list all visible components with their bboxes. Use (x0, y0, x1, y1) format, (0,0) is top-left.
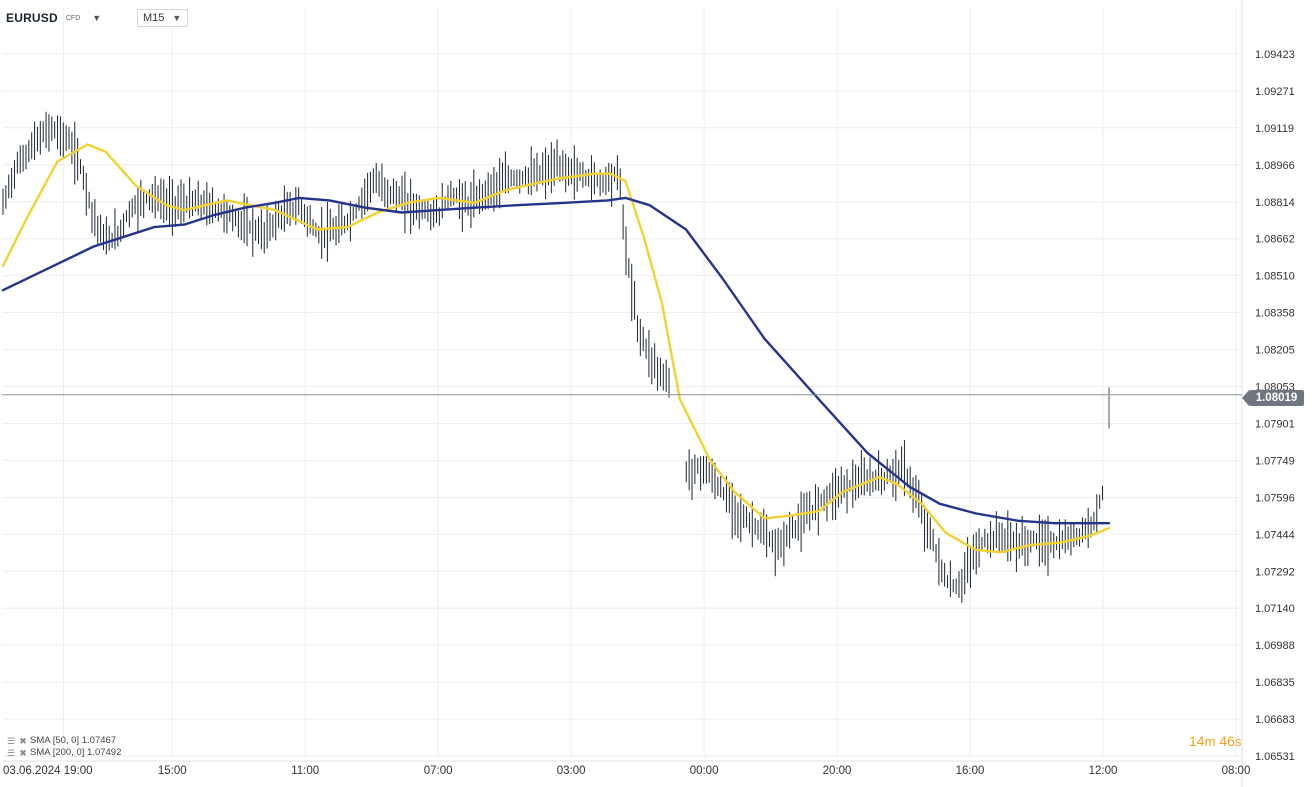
y-tick-label: 1.08510 (1255, 271, 1295, 283)
y-tick-label: 1.08205 (1255, 345, 1295, 357)
sma50-line (1, 143, 1111, 554)
y-tick-label: 1.06683 (1255, 714, 1295, 726)
y-tick-label: 1.08358 (1255, 308, 1295, 320)
time-axis[interactable]: 03.06.2024 19:00 15:00 11:00 07:00 03:00 00:0… (3, 765, 1250, 777)
symbol-name: EURUSD (6, 11, 58, 25)
x-tick-label: 00:00 (690, 765, 719, 777)
y-tick-label: 1.09271 (1255, 86, 1295, 98)
y-tick-label: 1.08662 (1255, 234, 1295, 246)
close-icon[interactable]: ✖ (19, 736, 27, 746)
timer-seconds: 46 (1219, 733, 1235, 749)
y-tick-label: 1.06531 (1255, 751, 1295, 763)
y-tick-label: 1.07749 (1255, 455, 1295, 467)
x-tick-label: 07:00 (424, 765, 453, 777)
sma200-line (1, 196, 1111, 525)
y-tick-label: 1.07901 (1255, 418, 1295, 430)
x-tick-label: 20:00 (823, 765, 852, 777)
grid-lines (3, 0, 1243, 787)
y-tick-label: 1.09423 (1255, 49, 1295, 61)
x-tick-label: 03.06.2024 19:00 (3, 765, 93, 777)
y-tick-label: 1.06988 (1255, 640, 1295, 652)
legend-item-sma50[interactable]: ☰ ✖ SMA [50, 0] 1.07467 (6, 735, 121, 747)
legend-label: SMA [50, 0] 1.07467 (30, 735, 117, 746)
timeframe-selector[interactable]: M15 ▼ (137, 9, 189, 27)
x-tick-label: 12:00 (1089, 765, 1118, 777)
y-tick-label: 1.07140 (1255, 603, 1295, 615)
indicator-legend: ☰ ✖ SMA [50, 0] 1.07467 ☰ ✖ SMA [200, 0]… (6, 735, 121, 759)
close-icon[interactable]: ✖ (19, 748, 27, 758)
chevron-down-icon[interactable]: ▼ (92, 13, 102, 23)
x-tick-label: 03:00 (557, 765, 586, 777)
x-tick-label: 08:00 (1222, 765, 1251, 777)
y-tick-label: 1.07444 (1255, 529, 1295, 541)
sma-lines (1, 143, 1111, 554)
y-tick-label: 1.08814 (1255, 197, 1295, 209)
candle-countdown: 14m 46s (1189, 733, 1241, 749)
y-tick-label: 1.09119 (1255, 123, 1294, 135)
menu-icon[interactable]: ☰ (6, 748, 16, 758)
menu-icon[interactable]: ☰ (6, 736, 16, 746)
price-axis[interactable]: 1.09423 1.09271 1.09119 1.08966 1.08814 1.086… (1255, 49, 1295, 763)
x-tick-label: 15:00 (158, 765, 187, 777)
x-tick-label: 16:00 (956, 765, 985, 777)
x-tick-label: 11:00 (291, 765, 319, 777)
chevron-down-icon[interactable]: ▼ (172, 13, 182, 23)
current-price-tag: 1.08019 (1242, 390, 1304, 406)
symbol-selector[interactable]: EURUSD CFD ▼ (6, 8, 101, 28)
timeframe-label: M15 (143, 12, 165, 24)
y-tick-label: 1.08966 (1255, 160, 1295, 172)
symbol-type: CFD (65, 14, 81, 22)
y-tick-label: 1.07292 (1255, 566, 1295, 578)
legend-label: SMA [200, 0] 1.07492 (30, 747, 122, 758)
timer-minutes-unit: m (1204, 734, 1216, 749)
y-tick-label: 1.06835 (1255, 677, 1295, 689)
y-tick-label: 1.07596 (1255, 492, 1295, 504)
legend-item-sma200[interactable]: ☰ ✖ SMA [200, 0] 1.07492 (6, 747, 121, 759)
timer-seconds-unit: s (1234, 734, 1242, 749)
timer-minutes: 14 (1189, 733, 1205, 749)
